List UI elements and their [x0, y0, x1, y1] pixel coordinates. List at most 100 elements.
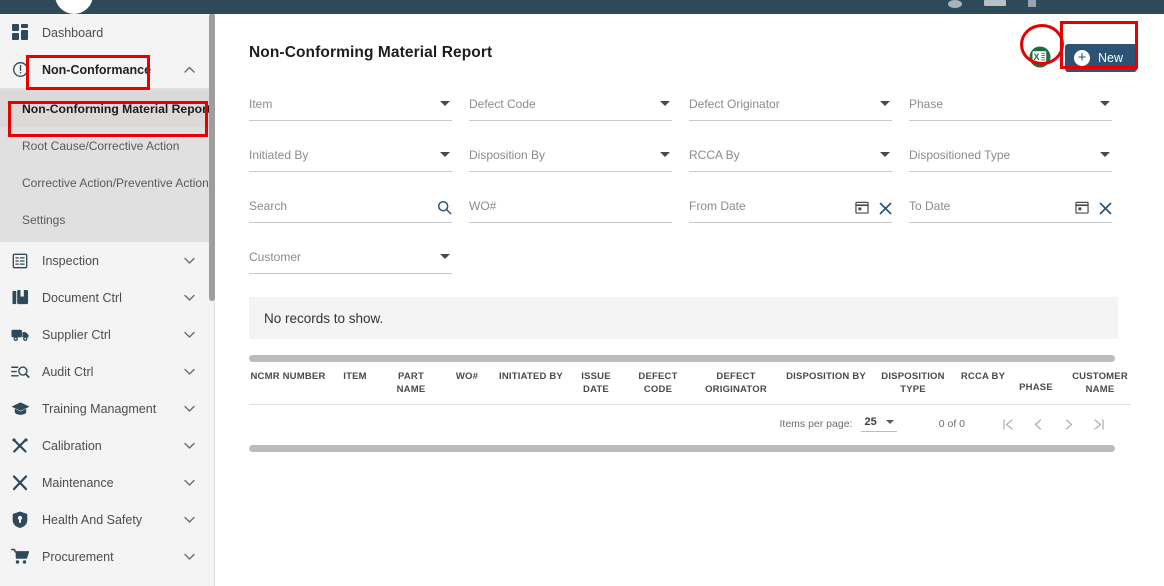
filter-disposition-by[interactable]: Disposition By	[469, 121, 672, 172]
sidebar-item-non-conformance[interactable]: Non-Conformance	[0, 51, 214, 88]
sidebar-item-label: Health And Safety	[42, 512, 143, 527]
filter-customer[interactable]: Customer	[249, 223, 452, 274]
sidebar-item-calibration[interactable]: Calibration	[0, 427, 214, 464]
calendar-icon[interactable]	[855, 200, 869, 214]
sidebar-item-procurement[interactable]: Procurement	[0, 538, 214, 575]
column-header-part-name[interactable]: PART NAME	[396, 371, 426, 395]
sidebar-item-supplier-ctrl[interactable]: Supplier Ctrl	[0, 316, 214, 353]
filter-rcca-by[interactable]: RCCA By	[689, 121, 892, 172]
chevron-down-icon	[1100, 101, 1110, 106]
chevron-down-icon[interactable]	[178, 479, 200, 486]
column-header-issue-date[interactable]: ISSUE DATE	[581, 371, 611, 395]
sidebar-item-label: Calibration	[42, 438, 102, 453]
clear-icon[interactable]	[1099, 202, 1112, 215]
sidebar-item-label: Non-Conformance	[42, 62, 152, 77]
from-date-input[interactable]: From Date	[689, 172, 892, 223]
filter-label: Disposition By	[469, 148, 546, 162]
sidebar-item-dashboard[interactable]: Dashboard	[0, 14, 214, 51]
column-header-phase[interactable]: PHASE	[1019, 382, 1053, 393]
wo-number-input[interactable]: WO#	[469, 172, 672, 223]
empty-state-text: No records to show.	[264, 310, 384, 326]
sidebar-item-health-and-safety[interactable]: Health And Safety	[0, 501, 214, 538]
app-logo[interactable]: LOGO	[55, 0, 93, 14]
from-date-placeholder: From Date	[689, 199, 746, 213]
filter-item[interactable]: Item	[249, 70, 452, 121]
chevron-down-icon[interactable]	[178, 516, 200, 523]
sidebar-scrollbar[interactable]	[209, 13, 215, 301]
filter-phase[interactable]: Phase	[909, 70, 1112, 121]
sidebar-subitem-label: Corrective Action/Preventive Action	[22, 175, 209, 190]
table-horizontal-scrollbar-bottom[interactable]	[249, 445, 1115, 452]
sidebar: Dashboard Non-Conformance Non-Co	[0, 14, 215, 586]
column-header-customer-name[interactable]: CUSTOMER NAME	[1072, 371, 1128, 395]
next-page-button[interactable]	[1053, 411, 1083, 437]
sidebar-item-training-managment[interactable]: Training Managment	[0, 390, 214, 427]
column-header-initiated-by[interactable]: INITIATED BY	[499, 371, 563, 382]
sidebar-subitem-non-conforming-material-report[interactable]: Non-Conforming Material Report	[0, 90, 214, 127]
table-header-row: NCMR NUMBER ITEM PART NAME WO# INITIATED…	[249, 362, 1131, 405]
column-header-wo-number[interactable]: WO#	[455, 371, 479, 382]
column-header-disposition-by[interactable]: DISPOSITION BY	[786, 371, 866, 382]
plus-icon: +	[1074, 50, 1090, 66]
column-header-ncmr-number[interactable]: NCMR NUMBER	[250, 371, 326, 382]
filter-initiated-by[interactable]: Initiated By	[249, 121, 452, 172]
filter-defect-code[interactable]: Defect Code	[469, 70, 672, 121]
main-content: Non-Conforming Material Report X + New	[216, 14, 1164, 586]
chevron-down-icon[interactable]	[178, 257, 200, 264]
chevron-down-icon	[660, 101, 670, 106]
chevron-up-icon[interactable]	[178, 66, 200, 73]
sidebar-submenu-non-conformance: Non-Conforming Material Report Root Caus…	[0, 88, 214, 242]
search-placeholder: Search	[249, 199, 288, 213]
sidebar-item-inspection[interactable]: Inspection	[0, 242, 214, 279]
chevron-down-icon[interactable]	[178, 331, 200, 338]
pin-icon[interactable]	[1028, 0, 1036, 7]
sidebar-subitem-label: Settings	[22, 212, 66, 227]
to-date-input[interactable]: To Date	[909, 172, 1112, 223]
clear-icon[interactable]	[879, 202, 892, 215]
column-header-defect-code[interactable]: DEFECT CODE	[638, 371, 678, 395]
column-header-disposition-type[interactable]: DISPOSITION TYPE	[881, 371, 945, 395]
dashboard-icon	[10, 23, 30, 43]
first-page-button[interactable]	[993, 411, 1023, 437]
export-excel-icon[interactable]: X	[1029, 46, 1051, 68]
last-page-button[interactable]	[1083, 411, 1113, 437]
sidebar-item-audit-ctrl[interactable]: Audit Ctrl	[0, 353, 214, 390]
previous-page-button[interactable]	[1023, 411, 1053, 437]
table-horizontal-scrollbar-top[interactable]	[249, 355, 1115, 362]
chevron-down-icon	[660, 152, 670, 157]
sidebar-subitem-settings[interactable]: Settings	[0, 201, 214, 238]
chevron-down-icon[interactable]	[178, 442, 200, 449]
sidebar-subitem-corrective-action-preventive-action[interactable]: Corrective Action/Preventive Action	[0, 164, 214, 201]
new-button[interactable]: + New	[1065, 44, 1138, 72]
topbar-icon-group	[948, 0, 1036, 8]
search-icon[interactable]	[437, 200, 452, 215]
filter-label: Item	[249, 97, 273, 111]
filter-dispositioned-type[interactable]: Dispositioned Type	[909, 121, 1112, 172]
items-per-page-value: 25	[864, 416, 877, 428]
column-header-defect-originator[interactable]: DEFECT ORIGINATOR	[705, 371, 767, 395]
chevron-down-icon[interactable]	[178, 368, 200, 375]
filter-label: Customer	[249, 250, 302, 264]
calendar-icon[interactable]	[1075, 200, 1089, 214]
search-input[interactable]: Search	[249, 172, 452, 223]
filter-label: Defect Originator	[689, 97, 780, 111]
chevron-down-icon[interactable]	[178, 294, 200, 301]
user-icon[interactable]	[948, 0, 962, 8]
column-header-rcca-by[interactable]: RCCA BY	[960, 371, 1006, 382]
sidebar-subitem-root-cause-corrective-action[interactable]: Root Cause/Corrective Action	[0, 127, 214, 164]
chevron-down-icon[interactable]	[178, 405, 200, 412]
top-bar: LOGO	[0, 0, 1164, 14]
items-per-page-select[interactable]: 25	[861, 416, 897, 432]
filter-defect-originator[interactable]: Defect Originator	[689, 70, 892, 121]
page-title: Non-Conforming Material Report	[249, 44, 493, 61]
shopping-cart-icon	[10, 547, 30, 567]
sidebar-item-maintenance[interactable]: Maintenance	[0, 464, 214, 501]
graduation-cap-icon	[10, 399, 30, 419]
column-header-item[interactable]: ITEM	[343, 371, 367, 382]
notification-icon[interactable]	[984, 0, 1006, 6]
sidebar-item-label: Document Ctrl	[42, 290, 122, 305]
audit-search-icon	[10, 362, 30, 382]
chevron-down-icon	[880, 152, 890, 157]
sidebar-item-document-ctrl[interactable]: Document Ctrl	[0, 279, 214, 316]
chevron-down-icon[interactable]	[178, 553, 200, 560]
